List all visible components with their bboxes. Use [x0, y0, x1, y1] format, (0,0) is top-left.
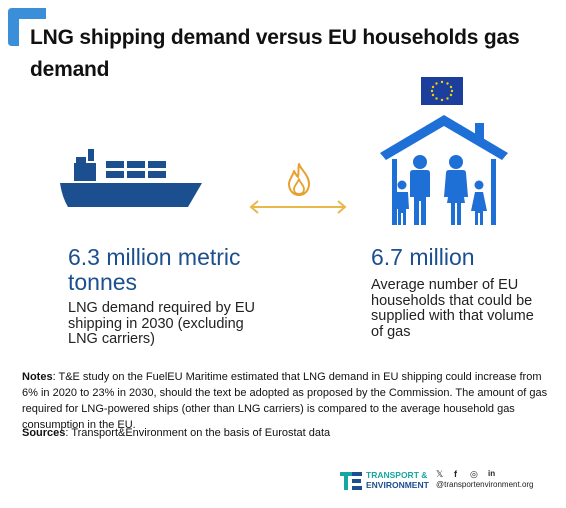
footer-branding: TRANSPORT & ENVIRONMENT 𝕏 f ◎ in @transp…	[340, 468, 550, 492]
notes-body: : T&E study on the FuelEU Maritime estim…	[22, 371, 548, 431]
sources-label: Sources	[22, 427, 66, 439]
gas-flame-icon	[288, 163, 310, 196]
linkedin-icon[interactable]: in	[488, 469, 496, 478]
corner-bracket-icon	[8, 8, 46, 46]
te-logo-icon	[340, 472, 362, 490]
shipping-lng-demand-description: LNG demand required by EU shipping in 20…	[68, 300, 255, 347]
notes-text: Notes: T&E study on the FuelEU Maritime …	[22, 369, 554, 433]
page-title: LNG shipping demand versus EU households…	[30, 26, 520, 81]
facebook-icon[interactable]: f	[454, 469, 457, 479]
sources-body: : Transport&Environment on the basis of …	[65, 427, 331, 439]
cargo-ship-icon	[60, 149, 202, 207]
instagram-icon[interactable]: ◎	[470, 469, 478, 479]
double-arrow-icon	[249, 200, 347, 214]
households-count-value: 6.7 million	[371, 244, 475, 270]
twitter-icon[interactable]: 𝕏	[436, 469, 444, 479]
social-links: 𝕏 f ◎ in	[436, 469, 546, 479]
shipping-lng-demand-value: 6.3 million metric tonnes	[68, 244, 241, 295]
family-house-icon	[380, 115, 508, 225]
eu-flag-icon	[421, 77, 463, 105]
org-name-line2: ENVIRONMENT	[366, 479, 429, 490]
org-name: TRANSPORT & ENVIRONMENT	[366, 470, 436, 490]
website-handle[interactable]: @transportenvironment.org	[436, 480, 534, 489]
notes-label: Notes	[22, 371, 53, 383]
org-name-line1: TRANSPORT &	[366, 470, 428, 480]
sources-text: Sources: Transport&Environment on the ba…	[22, 425, 554, 441]
households-count-description: Average number of EU households that cou…	[371, 277, 534, 340]
